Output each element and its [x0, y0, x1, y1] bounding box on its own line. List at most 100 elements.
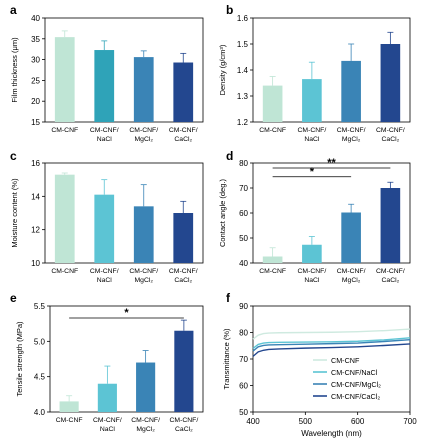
- y-tick-label: 1.3: [237, 92, 249, 101]
- panel-letter-e: e: [10, 291, 17, 305]
- panel-d-contact-angle-chart: 40 50 60 70 80 Contact angle (deg.) CM-CNF CM-C…: [218, 157, 411, 284]
- y-tick-label: 60: [239, 382, 248, 391]
- panel-f-transmittance-chart: 50 60 70 80 90 400 500 600 700 Wavelength (nm) Tra…: [222, 302, 417, 438]
- y-tick-label: 14: [31, 192, 40, 201]
- category-label: MgCl₂: [342, 136, 361, 143]
- category-label: CM-CNF/: [129, 127, 158, 134]
- category-label: CM-CNF/: [129, 268, 158, 275]
- plot-frame: [44, 162, 204, 264]
- category-label: CaCl₂: [382, 277, 400, 284]
- category-label: CM-CNF: [259, 127, 286, 134]
- category-label: CM-CNF: [51, 127, 78, 134]
- y-tick-label: 20: [31, 97, 40, 106]
- panel-letter-b: b: [226, 3, 233, 17]
- y-tick-label: 70: [239, 184, 248, 193]
- category-label: MgCl₂: [136, 426, 155, 433]
- plot-frame: [49, 305, 204, 413]
- category-label: NaCl: [97, 136, 113, 143]
- category-label: NaCl: [304, 277, 320, 284]
- category-label: MgCl₂: [135, 136, 154, 143]
- category-label: CaCl₂: [174, 136, 192, 143]
- category-label: CM-CNF: [56, 417, 83, 424]
- y-tick-label: 40: [31, 14, 40, 23]
- y-tick-label: 1.4: [237, 66, 249, 75]
- y-tick-label: 50: [239, 408, 248, 417]
- category-label: CM-CNF/: [298, 127, 327, 134]
- category-label: CM-CNF/: [337, 127, 366, 134]
- legend-label: CM-CNF/CaCl₂: [331, 392, 380, 401]
- x-axis-label: Wavelength (nm): [301, 429, 362, 438]
- y-axis-label: Transmittance (%): [222, 328, 231, 389]
- y-tick-label: 16: [31, 159, 40, 168]
- plot-frame: [44, 17, 204, 123]
- panel-a-thickness-chart: 15 20 25 30 35 40 Film thickness (μm) CM-CNF CM-…: [10, 14, 204, 143]
- series-line: [252, 328, 411, 340]
- series-line: [252, 337, 411, 349]
- bar: [133, 206, 154, 263]
- category-label: CM-CNF/: [131, 417, 160, 424]
- panel-letter-f: f: [226, 291, 231, 305]
- category-label: CaCl₂: [174, 277, 192, 284]
- y-axis-label: Contact angle (deg.): [218, 179, 227, 247]
- category-label: NaCl: [100, 426, 116, 433]
- y-tick-label: 50: [239, 234, 248, 243]
- category-label: CaCl₂: [175, 426, 193, 433]
- series-line: [252, 338, 411, 352]
- y-tick-label: 1.6: [237, 14, 249, 23]
- legend-label: CM-CNF/NaCl: [331, 368, 378, 377]
- bar: [380, 188, 401, 263]
- category-label: CM-CNF/: [90, 268, 119, 275]
- y-axis-label: Tensile strength (MPa): [15, 321, 24, 397]
- category-label: CM-CNF/: [337, 268, 366, 275]
- y-tick-label: 90: [239, 302, 248, 311]
- x-tick-label: 400: [246, 417, 260, 426]
- bar: [54, 174, 75, 263]
- significance-marker: **: [327, 157, 336, 169]
- series-line: [252, 343, 411, 357]
- category-label: CM-CNF/: [93, 417, 122, 424]
- bar: [302, 79, 322, 122]
- x-tick-label: 700: [403, 417, 417, 426]
- category-label: CM-CNF/: [298, 268, 327, 275]
- category-label: MgCl₂: [135, 277, 154, 284]
- panel-c-moisture-chart: 10 12 14 16 Moisture content (%) CM-CNF CM-CNF…: [10, 159, 204, 284]
- y-tick-label: 70: [239, 355, 248, 364]
- bar: [341, 212, 361, 263]
- category-label: CaCl₂: [382, 136, 400, 143]
- y-tick-label: 35: [31, 35, 40, 44]
- y-axis-label: Moisture content (%): [10, 178, 19, 248]
- y-axis-label: Density (g/cm³): [218, 44, 227, 95]
- category-label: CM-CNF/: [376, 268, 405, 275]
- y-tick-label: 80: [239, 329, 248, 338]
- panel-letter-a: a: [10, 3, 17, 17]
- bar: [97, 383, 117, 412]
- bar: [341, 60, 361, 122]
- significance-marker: *: [310, 166, 315, 178]
- y-tick-label: 4.0: [34, 408, 46, 417]
- y-tick-label: 1.5: [237, 40, 249, 49]
- y-tick-label: 1.2: [237, 118, 249, 127]
- bar: [174, 330, 194, 412]
- legend-label: CM-CNF/MgCl₂: [331, 380, 381, 389]
- bar: [94, 50, 115, 123]
- panel-letter-d: d: [226, 149, 233, 163]
- category-label: CM-CNF/: [376, 127, 405, 134]
- y-tick-label: 5.0: [34, 337, 46, 346]
- bar: [262, 85, 283, 122]
- panel-e-tensile-chart: 4.0 4.5 5.0 5.5 Tensile strength (MPa) CM-CNF…: [15, 302, 204, 433]
- panel-b-density-chart: 1.2 1.3 1.4 1.5 1.6 Density (g/cm³) CM-CNF CM-C…: [218, 14, 411, 143]
- bar: [94, 194, 115, 263]
- category-label: CM-CNF/: [169, 127, 198, 134]
- bar: [302, 244, 322, 263]
- x-tick-label: 600: [351, 417, 365, 426]
- significance-marker: *: [124, 307, 129, 319]
- bar: [173, 62, 194, 122]
- category-label: MgCl₂: [342, 277, 361, 284]
- category-label: CM-CNF/: [170, 417, 199, 424]
- y-tick-label: 40: [239, 259, 248, 268]
- bar: [59, 401, 79, 412]
- y-tick-label: 80: [239, 159, 248, 168]
- y-tick-label: 10: [31, 259, 40, 268]
- category-label: CM-CNF/: [90, 127, 119, 134]
